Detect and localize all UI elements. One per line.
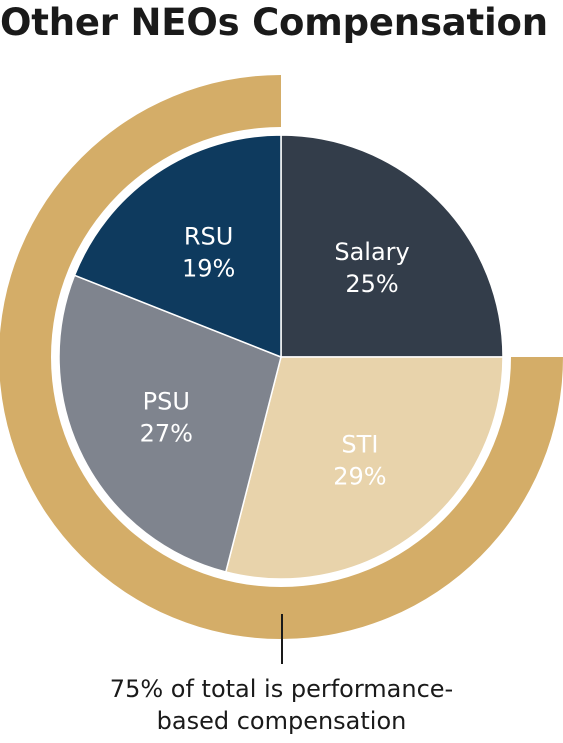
- slice-value-psu: 27%: [140, 419, 193, 447]
- slice-name-salary: Salary: [334, 238, 409, 266]
- slice-labels: Salary 25% STI 29% PSU 27% RSU 19%: [140, 223, 410, 491]
- slice-name-psu: PSU: [143, 387, 190, 415]
- slice-name-rsu: RSU: [184, 223, 233, 251]
- slice-label-psu: PSU 27%: [140, 387, 193, 447]
- pie-slices: [58, 134, 504, 580]
- slice-salary: [280, 134, 504, 358]
- slice-label-rsu: RSU 19%: [182, 223, 235, 283]
- slice-rsu: [73, 134, 282, 359]
- slice-value-salary: 25%: [345, 270, 398, 298]
- slice-sti: [224, 356, 504, 580]
- annotation-line-2: based compensation: [156, 707, 407, 735]
- slice-value-rsu: 19%: [182, 255, 235, 283]
- slice-label-salary: Salary 25%: [334, 238, 409, 298]
- annotation-line-1: 75% of total is performance-: [109, 675, 454, 703]
- slice-label-sti: STI 29%: [333, 431, 386, 491]
- slice-psu: [58, 274, 282, 573]
- performance-annotation: 75% of total is performance- based compe…: [0, 673, 563, 737]
- chart-title: Other NEOs Compensation: [0, 1, 548, 44]
- slice-value-sti: 29%: [333, 463, 386, 491]
- slice-name-sti: STI: [341, 431, 378, 459]
